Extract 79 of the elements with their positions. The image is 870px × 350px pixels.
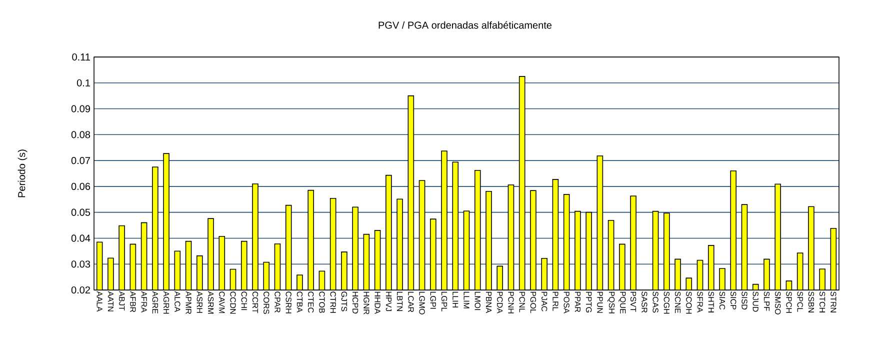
x-tick-label: PCNH	[508, 292, 514, 314]
x-tick-label: CCDN	[230, 292, 236, 314]
x-tick-label: PCNL	[519, 292, 525, 312]
x-tick-label: LCAR	[408, 292, 414, 312]
x-tick-label: SJUD	[752, 292, 758, 312]
x-tick-label: PLRL	[552, 292, 558, 311]
x-tick-label: PPTG	[586, 292, 592, 312]
x-tick-label: POSA	[564, 292, 570, 314]
y-tick-label: 0.05	[71, 208, 90, 216]
x-tick-label: AGRH	[163, 291, 170, 314]
x-tick-label: AALA	[96, 291, 102, 312]
x-tick-label: PJAC	[542, 292, 548, 312]
x-tick-label: SCAS	[652, 292, 658, 313]
x-tick-label: AGRE	[152, 291, 158, 314]
x-tick-label: SCNE	[674, 292, 681, 314]
x-tick-label: STRN	[830, 292, 836, 312]
x-tick-label: CPAR	[274, 292, 280, 312]
y-tick-label: 0.06	[71, 182, 90, 190]
x-tick-label: PBNA	[486, 292, 492, 313]
x-tick-label: CTOB	[319, 292, 325, 313]
y-tick-label: 0.04	[71, 234, 90, 242]
x-tick-label: HPVJ	[386, 292, 392, 312]
x-tick-label: ABJT	[119, 291, 125, 311]
x-tick-label: LLIH	[452, 292, 458, 308]
x-tick-label: CAVM	[219, 292, 225, 314]
x-tick-label: SCGH	[664, 292, 670, 314]
y-tick-label: 0.02	[71, 286, 90, 294]
y-tick-label: 0.03	[71, 260, 90, 268]
x-tick-label: PPAR	[574, 292, 580, 312]
x-tick-label: CSRH	[286, 292, 292, 314]
x-tick-label: ASRM	[208, 291, 214, 314]
x-tick-label: HGNR	[364, 292, 370, 314]
x-tick-label: CCRT	[252, 292, 258, 314]
x-tick-label: PQSH	[608, 292, 615, 314]
x-tick-label: PQUE	[618, 292, 626, 314]
x-tick-label: LGPI	[430, 292, 436, 309]
x-tick-label: SCOH	[686, 292, 692, 314]
x-tick-label: CCHI	[241, 292, 247, 310]
y-axis-title: Periodo (s)	[18, 150, 28, 198]
x-tick-label: LGPL	[441, 292, 448, 312]
x-tick-label: CORS	[264, 292, 270, 314]
x-tick-label: SMSO	[775, 292, 781, 314]
x-tick-label: LMOI	[474, 292, 480, 310]
chart-title: PGV / PGA ordenadas alfabéticamente	[378, 21, 552, 29]
x-tick-label: HCPD	[352, 292, 358, 314]
x-tick-label: SFRA	[697, 292, 703, 312]
x-tick-label: ALCA	[174, 291, 180, 312]
x-tick-label: PSVT	[630, 292, 636, 312]
y-tick-label: 0.08	[71, 131, 90, 138]
x-tick-label: LGMO	[419, 292, 425, 314]
x-tick-label: SPCL	[797, 292, 803, 312]
x-tick-label: AATN	[108, 291, 114, 312]
x-tick-label: SLPF	[764, 292, 770, 311]
x-tick-label: HHDA	[374, 292, 380, 314]
x-tick-label: AFBR	[130, 291, 136, 312]
x-tick-label: LLIM	[464, 292, 470, 308]
y-tick-label: 0.07	[71, 157, 90, 164]
x-tick-label: ASRH	[196, 291, 202, 313]
x-tick-label: SIAC	[719, 292, 726, 310]
x-tick-label: STCH	[819, 292, 826, 312]
x-tick-label: PPUN	[597, 292, 603, 313]
y-tick-label: 0.09	[71, 105, 90, 112]
x-tick-label: SICP	[730, 292, 736, 310]
x-tick-label: AFRA	[141, 291, 147, 312]
x-tick-label: SSBN	[808, 292, 814, 312]
x-tick-label: CTRH	[330, 292, 336, 313]
y-tick-label: 0.1	[76, 79, 90, 86]
x-tick-label: SPCH	[786, 292, 792, 313]
x-tick-label: SHTH	[708, 292, 714, 312]
x-tick-label: CTEC	[308, 292, 314, 313]
x-tick-label: LBTN	[397, 292, 403, 311]
x-tick-label: APMR	[186, 291, 192, 314]
x-tick-label: GJTS	[341, 292, 348, 312]
y-tick-label: 0.11	[72, 53, 90, 61]
x-tick-label: SISD	[742, 292, 748, 310]
x-tick-label: CTBA	[296, 292, 303, 312]
x-tick-label: PCDA	[497, 292, 503, 314]
x-tick-label: PGOL	[530, 292, 536, 314]
x-tick-label: SASR	[642, 292, 648, 313]
